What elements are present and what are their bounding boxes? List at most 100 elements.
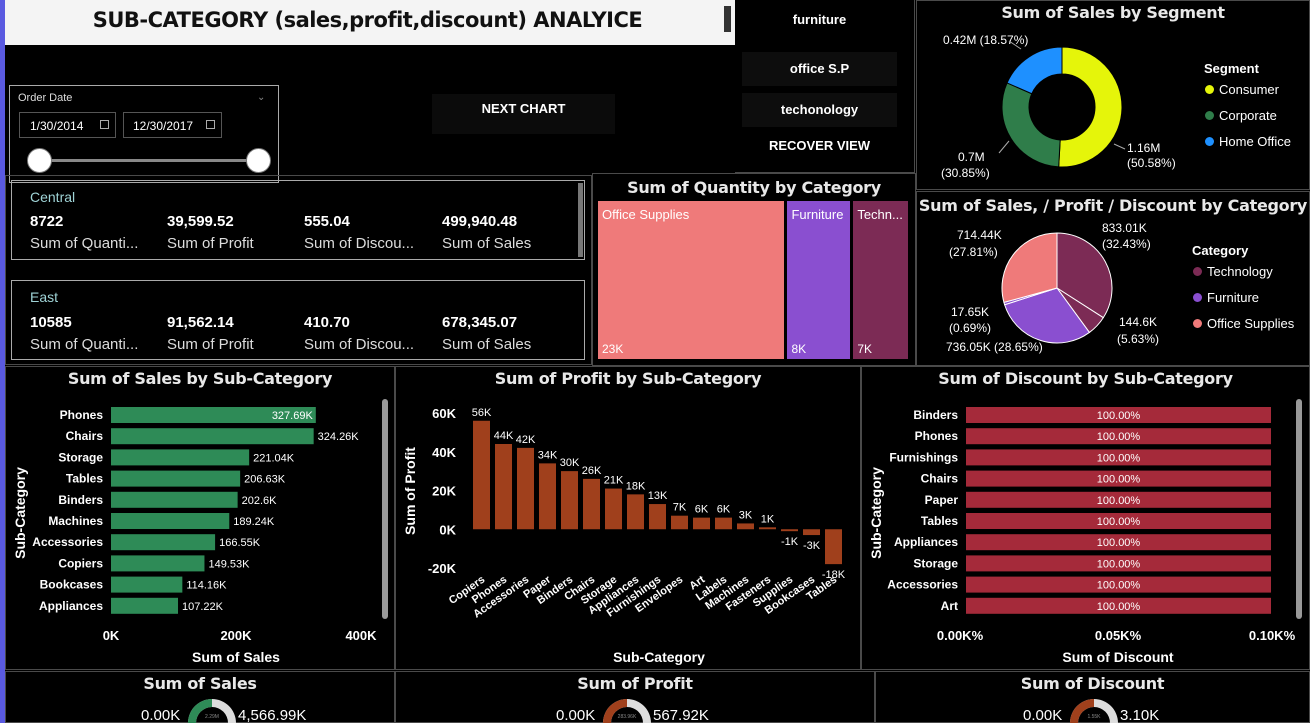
furniture-button[interactable]: furniture (742, 3, 897, 37)
data-label: 13K (648, 490, 668, 502)
data-label: 114.16K (186, 580, 227, 592)
treemap-cell[interactable]: Techn... 7K (852, 200, 909, 360)
slice-label: (32.43%) (1102, 237, 1151, 251)
data-label: 206.63K (244, 474, 286, 486)
legend-item[interactable]: Corporate (1205, 108, 1277, 123)
technology-button[interactable]: techonology (742, 93, 897, 127)
category-label: Appliances (39, 599, 103, 613)
data-label: 18K (626, 480, 646, 492)
sales-value: 499,940.48 (442, 213, 518, 230)
next-chart-label: NEXT CHART (481, 101, 566, 116)
legend-item[interactable]: Office Supplies (1193, 316, 1294, 331)
x-tick: 0K (103, 628, 120, 643)
data-label: -3K (803, 540, 821, 552)
legend-title: Segment (1204, 61, 1259, 76)
chevron-down-icon[interactable]: ⌄ (257, 92, 266, 103)
slicer-end-handle[interactable] (246, 148, 271, 173)
data-label: 56K (472, 407, 492, 419)
bar (966, 470, 1271, 487)
chart-scrollbar[interactable] (382, 399, 388, 619)
slice-pct: (50.58%) (1127, 156, 1176, 170)
quantity-value: 8722 (30, 213, 64, 230)
legend-item[interactable]: Home Office (1205, 134, 1291, 149)
legend-dot (1193, 267, 1202, 276)
treemap-cell-name: Furniture (791, 207, 844, 222)
bar (111, 491, 238, 508)
quantity-treemap-panel: Sum of Quantity by Category Office Suppl… (592, 173, 916, 366)
profit-gauge (603, 699, 651, 723)
bar (473, 420, 490, 530)
bar (803, 529, 820, 536)
furniture-button-label: furniture (792, 12, 847, 27)
legend-item[interactable]: Technology (1193, 264, 1273, 279)
discount-value: 555.04 (304, 213, 350, 230)
recover-view-button[interactable]: RECOVER VIEW (742, 131, 897, 161)
treemap-cell-name: Techn... (857, 207, 903, 222)
title-scroll-handle[interactable] (724, 6, 731, 32)
bar (966, 449, 1271, 466)
category-label: Phones (915, 429, 959, 443)
bar (825, 529, 842, 565)
sales-gauge-panel: Sum of Sales 0.00K 4,566.99K 2.29M (5, 671, 395, 723)
chart-title: Sum of Discount by Sub-Category (938, 369, 1233, 388)
slice-label: 144.6K (1119, 315, 1157, 329)
bar (966, 428, 1271, 445)
calendar-icon[interactable] (206, 120, 215, 129)
data-label: 21K (604, 475, 624, 487)
data-label: 6K (695, 504, 709, 516)
category-label: Tables (921, 514, 958, 528)
chart-scrollbar[interactable] (1296, 399, 1302, 619)
slice-label: 736.05K (28.65%) (946, 340, 1043, 354)
data-label: 100.00% (1097, 601, 1141, 613)
category-label: Appliances (894, 535, 958, 549)
bar (966, 555, 1271, 572)
data-label: 107.22K (182, 601, 224, 613)
profit-value: 39,599.52 (167, 213, 234, 230)
discount-label: Sum of Discou... (304, 235, 415, 252)
end-date-input[interactable]: 12/30/2017 (123, 112, 222, 138)
treemap-cell[interactable]: Office Supplies 23K (597, 200, 786, 360)
bar (966, 407, 1271, 423)
start-date-input[interactable]: 1/30/2014 (19, 112, 116, 138)
region-cards-panel (5, 175, 592, 365)
card-east[interactable]: East 10585 Sum of Quanti... 91,562.14 Su… (11, 280, 585, 360)
bar (966, 534, 1271, 551)
category-label: Chairs (66, 429, 104, 443)
slicer-start-handle[interactable] (27, 148, 52, 173)
legend-item[interactable]: Consumer (1205, 82, 1279, 97)
category-label: Bookcases (40, 578, 104, 592)
category-label: Accessories (32, 535, 103, 549)
gauge-title: Sum of Sales (143, 674, 257, 693)
legend-item[interactable]: Furniture (1193, 290, 1259, 305)
y-tick: 60K (432, 406, 456, 421)
y-axis-label: Sub-Category (12, 467, 28, 559)
treemap-cell[interactable]: Furniture 8K (786, 200, 852, 360)
data-label: 34K (538, 449, 558, 461)
slice-label: 714.44K (957, 228, 1002, 242)
calendar-icon[interactable] (100, 120, 109, 129)
leader-line (1008, 40, 1022, 50)
office-button[interactable]: office S.P (742, 52, 897, 86)
bar (693, 517, 710, 530)
y-axis-label: Sum of Profit (402, 447, 418, 535)
bar (737, 523, 754, 530)
category-label: Storage (913, 556, 958, 570)
data-label: 100.00% (1097, 537, 1141, 549)
sales-value: 678,345.07 (442, 314, 518, 331)
donut-slice (1006, 46, 1063, 95)
slice-label: 0.7M (958, 150, 985, 164)
leader-line (1113, 143, 1126, 150)
slice-label: 833.01K (1102, 221, 1147, 235)
bar (649, 504, 666, 530)
sales-label: Sum of Sales (442, 336, 532, 353)
legend-dot (1205, 111, 1214, 120)
slice-label: (27.81%) (949, 245, 998, 259)
card-scrollbar[interactable] (578, 183, 583, 257)
category-label: Copiers (58, 556, 103, 570)
legend-label: Corporate (1219, 108, 1277, 123)
next-chart-button[interactable]: NEXT CHART (432, 94, 615, 134)
bar (966, 513, 1271, 529)
card-central[interactable]: Central 8722 Sum of Quanti... 39,599.52 … (11, 180, 585, 260)
chart-title: Sum of Quantity by Category (627, 178, 881, 197)
data-label: 221.04K (253, 452, 295, 464)
